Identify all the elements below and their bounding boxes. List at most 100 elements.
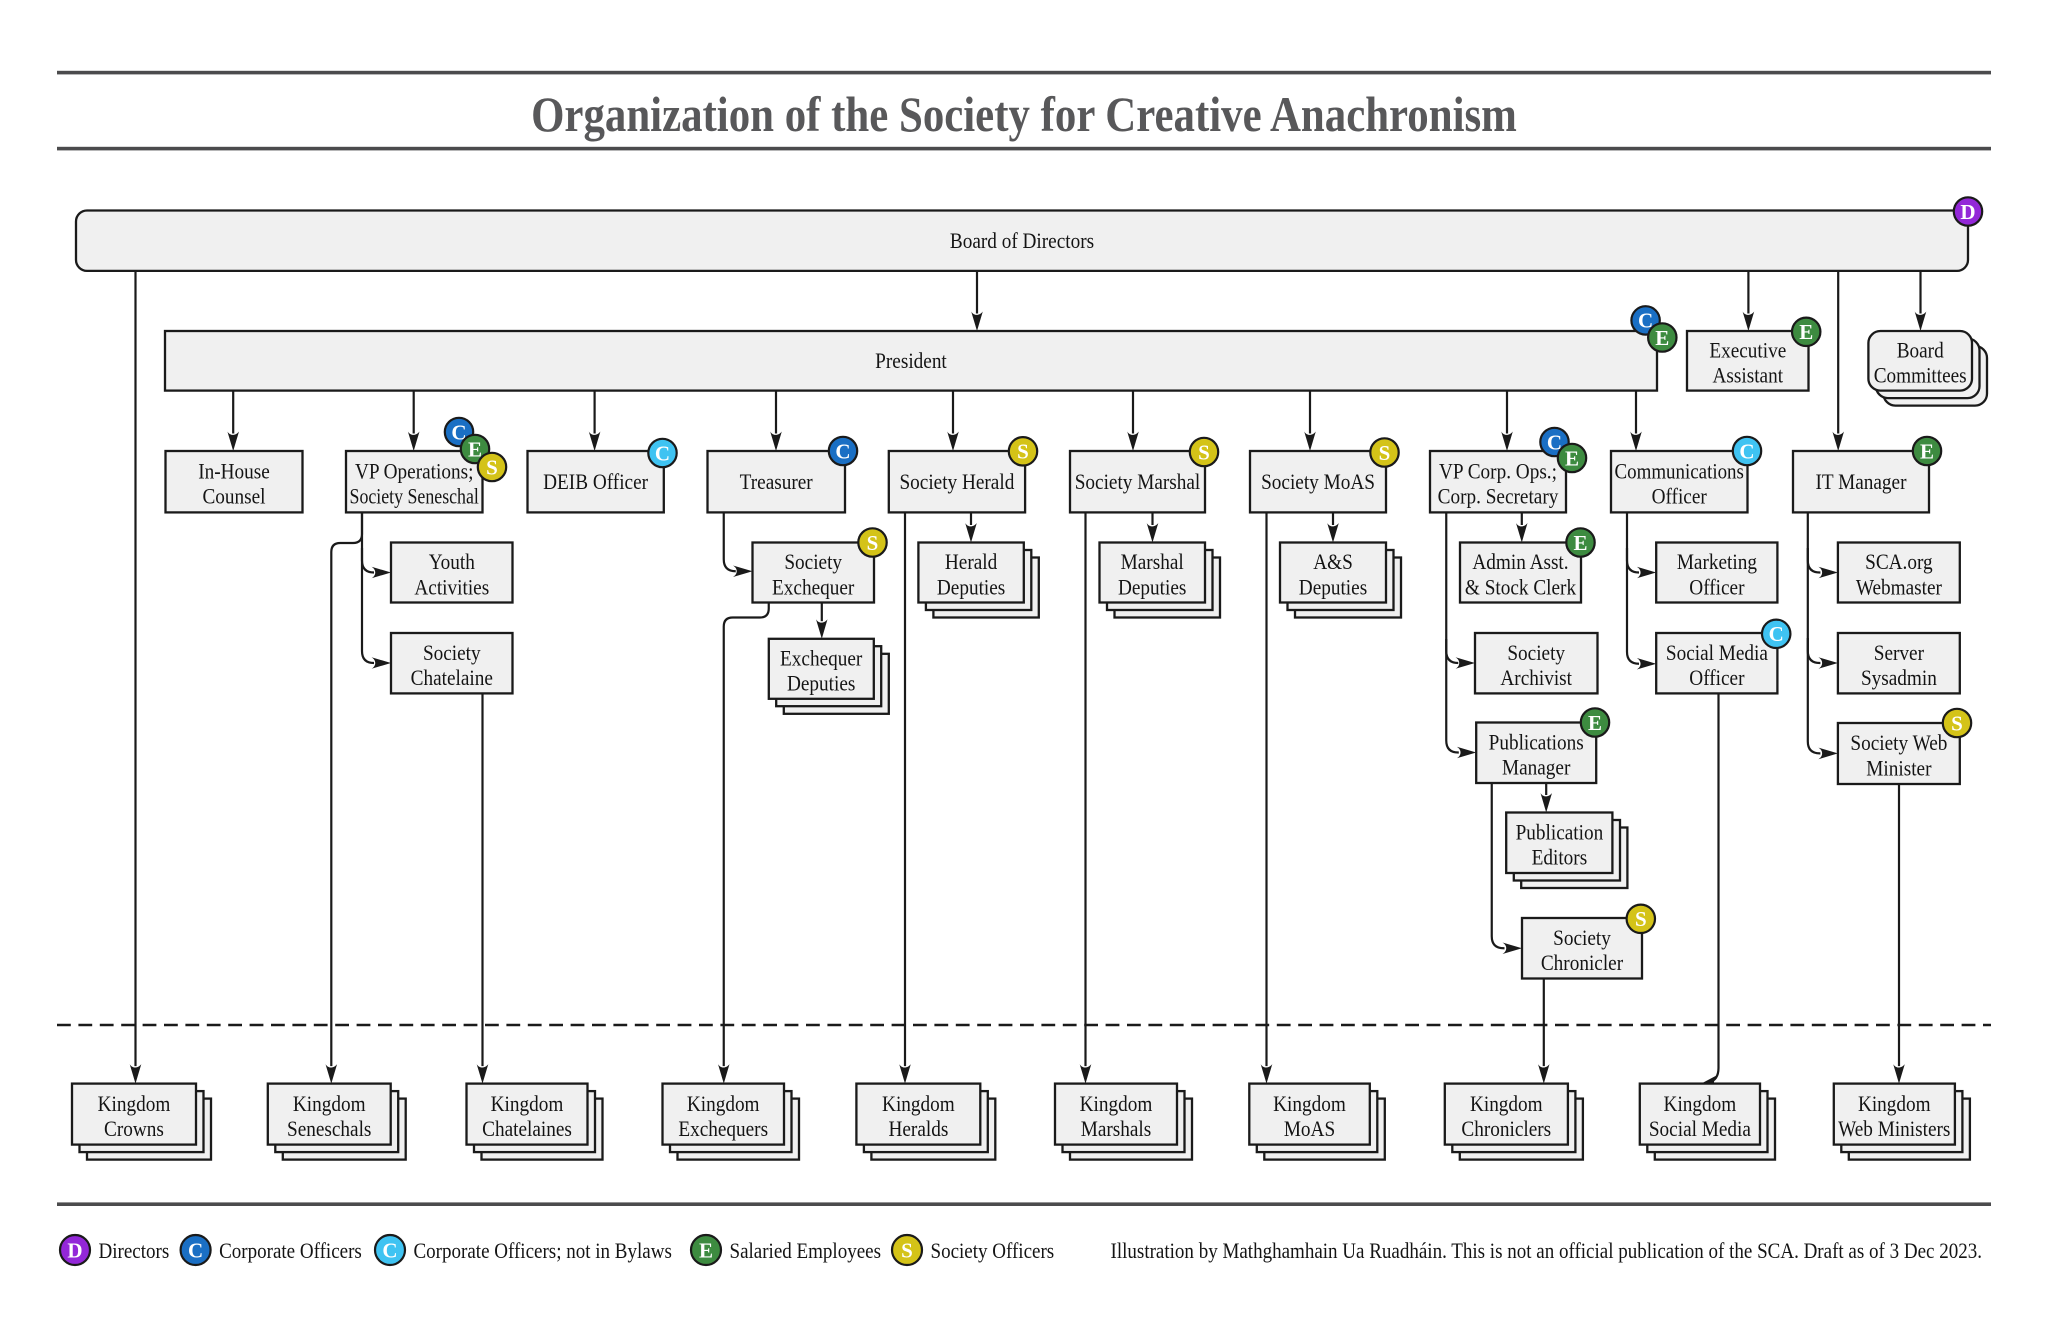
- svg-text:Marshals: Marshals: [1081, 1118, 1152, 1141]
- svg-text:E: E: [1799, 320, 1813, 344]
- svg-text:C: C: [451, 420, 466, 444]
- svg-text:Deputies: Deputies: [937, 576, 1005, 599]
- svg-text:Society MoAS: Society MoAS: [1261, 471, 1375, 494]
- svg-text:Committees: Committees: [1874, 365, 1967, 388]
- svg-text:& Stock Clerk: & Stock Clerk: [1465, 576, 1577, 599]
- svg-text:Kingdom: Kingdom: [882, 1093, 955, 1116]
- svg-text:Kingdom: Kingdom: [1858, 1093, 1931, 1116]
- svg-text:President: President: [875, 350, 947, 373]
- svg-text:Society Web: Society Web: [1850, 732, 1947, 755]
- svg-text:E: E: [1573, 531, 1587, 555]
- svg-text:S: S: [867, 531, 879, 555]
- svg-text:C: C: [1547, 430, 1562, 454]
- svg-text:In-House: In-House: [198, 460, 270, 483]
- svg-text:Marshal: Marshal: [1121, 551, 1184, 574]
- svg-text:Officer: Officer: [1652, 486, 1707, 509]
- svg-text:E: E: [1588, 711, 1602, 735]
- svg-text:Deputies: Deputies: [787, 673, 855, 696]
- svg-text:Sysadmin: Sysadmin: [1861, 667, 1938, 690]
- svg-text:C: C: [188, 1239, 203, 1263]
- svg-text:Society Marshal: Society Marshal: [1075, 471, 1201, 494]
- svg-text:E: E: [1920, 439, 1934, 463]
- svg-text:Officer: Officer: [1689, 667, 1744, 690]
- svg-text:Executive: Executive: [1709, 339, 1786, 362]
- svg-text:Kingdom: Kingdom: [1470, 1093, 1543, 1116]
- svg-text:Kingdom: Kingdom: [293, 1093, 366, 1116]
- svg-text:Board: Board: [1897, 339, 1945, 362]
- svg-text:C: C: [1638, 309, 1653, 333]
- svg-text:Exchequers: Exchequers: [678, 1118, 768, 1141]
- svg-text:Society: Society: [1507, 642, 1565, 665]
- svg-text:C: C: [382, 1239, 397, 1263]
- svg-text:Web Ministers: Web Ministers: [1838, 1118, 1950, 1141]
- svg-text:Webmaster: Webmaster: [1856, 576, 1942, 599]
- svg-text:Corp. Secretary: Corp. Secretary: [1438, 486, 1559, 509]
- svg-text:Kingdom: Kingdom: [1664, 1093, 1737, 1116]
- svg-text:Chronicler: Chronicler: [1541, 952, 1623, 975]
- svg-text:S: S: [1198, 440, 1210, 464]
- svg-text:Treasurer: Treasurer: [740, 471, 813, 494]
- svg-text:E: E: [1655, 326, 1669, 350]
- svg-text:Deputies: Deputies: [1299, 576, 1367, 599]
- svg-text:VP Operations;: VP Operations;: [355, 460, 473, 483]
- svg-text:C: C: [1769, 622, 1784, 646]
- svg-text:Exchequer: Exchequer: [780, 647, 862, 670]
- svg-text:Society: Society: [784, 551, 842, 574]
- svg-text:S: S: [1951, 711, 1963, 735]
- svg-text:S: S: [1379, 441, 1391, 465]
- svg-text:Salaried Employees: Salaried Employees: [730, 1240, 882, 1264]
- svg-text:Activities: Activities: [414, 576, 489, 599]
- svg-text:Seneschals: Seneschals: [287, 1118, 371, 1141]
- svg-text:S: S: [486, 455, 498, 479]
- svg-text:D: D: [1960, 200, 1975, 224]
- svg-text:C: C: [1739, 439, 1754, 463]
- svg-text:Publications: Publications: [1489, 731, 1584, 754]
- svg-text:S: S: [901, 1239, 913, 1263]
- svg-text:Assistant: Assistant: [1713, 365, 1784, 388]
- svg-text:E: E: [468, 437, 482, 461]
- svg-text:Chroniclers: Chroniclers: [1461, 1118, 1551, 1141]
- svg-text:Manager: Manager: [1502, 757, 1570, 780]
- svg-text:Organization of the Society fo: Organization of the Society for Creative…: [531, 88, 1517, 143]
- svg-text:Chatelaine: Chatelaine: [411, 667, 493, 690]
- svg-text:Chatelaines: Chatelaines: [482, 1118, 572, 1141]
- svg-text:E: E: [699, 1239, 713, 1263]
- svg-text:Corporate Officers: Corporate Officers: [219, 1240, 362, 1264]
- svg-text:Illustration by Mathghamhain U: Illustration by Mathghamhain Ua Ruadháin…: [1111, 1240, 1982, 1264]
- svg-text:E: E: [1565, 446, 1579, 470]
- svg-text:Heralds: Heralds: [888, 1118, 948, 1141]
- svg-text:Society Officers: Society Officers: [931, 1240, 1055, 1264]
- svg-text:Herald: Herald: [945, 551, 998, 574]
- svg-text:Counsel: Counsel: [202, 486, 265, 509]
- svg-text:Board of Directors: Board of Directors: [950, 230, 1094, 253]
- svg-text:Crowns: Crowns: [104, 1118, 164, 1141]
- svg-text:Kingdom: Kingdom: [1080, 1093, 1153, 1116]
- svg-text:Kingdom: Kingdom: [491, 1093, 564, 1116]
- svg-text:MoAS: MoAS: [1284, 1118, 1335, 1141]
- svg-text:IT Manager: IT Manager: [1816, 471, 1907, 494]
- svg-text:Social Media: Social Media: [1666, 642, 1768, 665]
- svg-text:SCA.org: SCA.org: [1865, 551, 1933, 574]
- svg-text:VP Corp. Ops.;: VP Corp. Ops.;: [1439, 460, 1557, 483]
- svg-text:Social Media: Social Media: [1649, 1118, 1751, 1141]
- svg-text:Society Herald: Society Herald: [899, 471, 1014, 494]
- svg-text:Minister: Minister: [1866, 757, 1931, 780]
- svg-text:Youth: Youth: [429, 551, 476, 574]
- svg-text:Editors: Editors: [1532, 847, 1588, 870]
- svg-text:Society: Society: [1553, 927, 1611, 950]
- svg-text:Server: Server: [1874, 642, 1924, 665]
- svg-text:Directors: Directors: [98, 1240, 169, 1264]
- svg-text:Society Seneschal: Society Seneschal: [350, 485, 480, 509]
- svg-text:S: S: [1635, 907, 1647, 931]
- svg-text:Officer: Officer: [1689, 576, 1744, 599]
- svg-text:D: D: [67, 1239, 82, 1263]
- svg-text:S: S: [1017, 440, 1029, 464]
- svg-text:Kingdom: Kingdom: [687, 1093, 760, 1116]
- svg-text:C: C: [835, 439, 850, 463]
- svg-text:Society: Society: [423, 642, 481, 665]
- svg-text:Deputies: Deputies: [1118, 576, 1186, 599]
- svg-text:Publication: Publication: [1516, 821, 1604, 844]
- svg-text:A&S: A&S: [1313, 551, 1353, 574]
- svg-text:Kingdom: Kingdom: [98, 1093, 171, 1116]
- svg-text:DEIB Officer: DEIB Officer: [543, 471, 648, 494]
